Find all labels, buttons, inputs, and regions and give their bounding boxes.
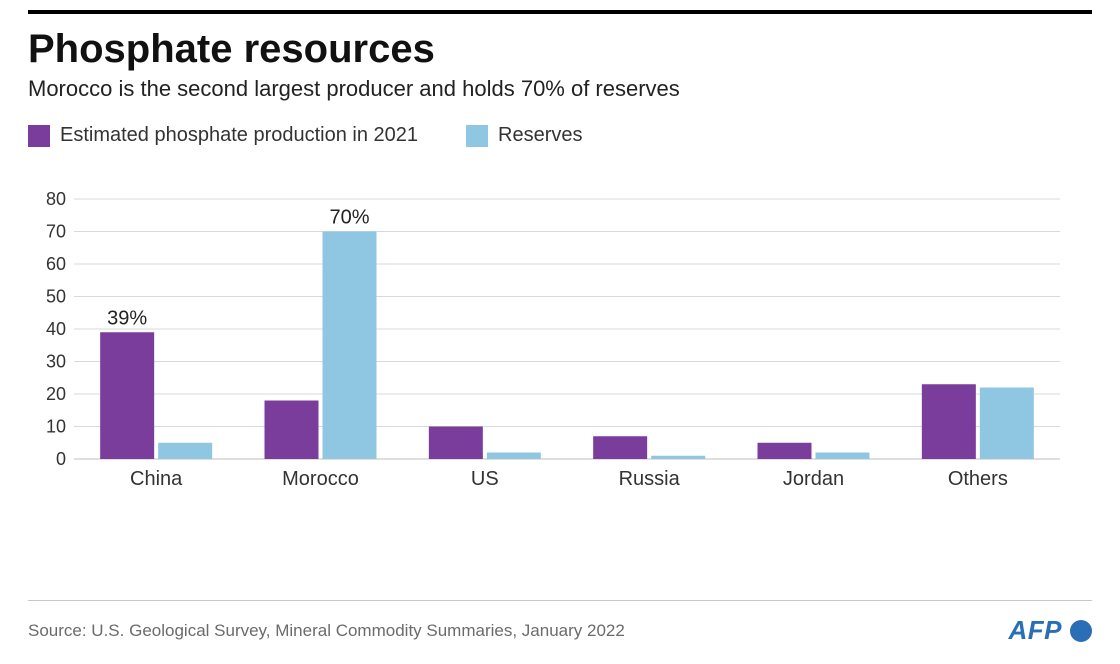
data-point-label: 70%	[329, 207, 369, 229]
bar-production	[758, 443, 812, 459]
category-label: Others	[948, 468, 1008, 490]
y-tick-label: 10	[46, 417, 66, 437]
bar-production	[265, 401, 319, 460]
legend: Estimated phosphate production in 2021 R…	[0, 102, 1120, 147]
bar-chart: 0 10 20 30 40 50 60 70 80 China Morocco US Russia Jor…	[28, 175, 1068, 495]
category-label: Morocco	[282, 468, 359, 490]
bar-reserves	[816, 453, 870, 460]
data-point-label: 39%	[107, 307, 147, 329]
bar-reserves	[158, 443, 212, 459]
legend-item-production: Estimated phosphate production in 2021	[28, 124, 418, 147]
legend-item-reserves: Reserves	[466, 124, 582, 147]
legend-swatch-reserves	[466, 125, 488, 147]
chart-title: Phosphate resources	[28, 28, 1092, 70]
y-tick-label: 70	[46, 222, 66, 242]
bar-reserves	[487, 453, 541, 460]
category-label: China	[130, 468, 183, 490]
bar-production	[429, 427, 483, 460]
bar-production	[593, 436, 647, 459]
afp-logo-text: AFP	[1009, 615, 1063, 646]
header: Phosphate resources Morocco is the secon…	[0, 14, 1120, 102]
source-text: Source: U.S. Geological Survey, Mineral …	[28, 621, 625, 641]
y-tick-label: 80	[46, 189, 66, 209]
category-label: Jordan	[783, 468, 844, 490]
bar-reserves	[651, 456, 705, 459]
category-label: Russia	[619, 468, 681, 490]
y-tick-label: 20	[46, 384, 66, 404]
bar-reserves	[323, 232, 377, 460]
bar-production	[100, 332, 154, 459]
footer: Source: U.S. Geological Survey, Mineral …	[28, 600, 1092, 646]
legend-label-reserves: Reserves	[498, 124, 582, 147]
y-tick-label: 40	[46, 319, 66, 339]
afp-logo-dot-icon	[1070, 620, 1092, 642]
category-label: US	[471, 468, 499, 490]
y-tick-label: 0	[56, 449, 66, 469]
legend-label-production: Estimated phosphate production in 2021	[60, 124, 418, 147]
chart-area: 0 10 20 30 40 50 60 70 80 China Morocco US Russia Jor…	[0, 147, 1120, 495]
afp-logo: AFP	[1009, 615, 1093, 646]
y-tick-label: 50	[46, 287, 66, 307]
bar-reserves	[980, 388, 1034, 460]
legend-swatch-production	[28, 125, 50, 147]
bar-production	[922, 384, 976, 459]
y-tick-label: 60	[46, 254, 66, 274]
y-tick-label: 30	[46, 352, 66, 372]
chart-subtitle: Morocco is the second largest producer a…	[28, 76, 1092, 102]
